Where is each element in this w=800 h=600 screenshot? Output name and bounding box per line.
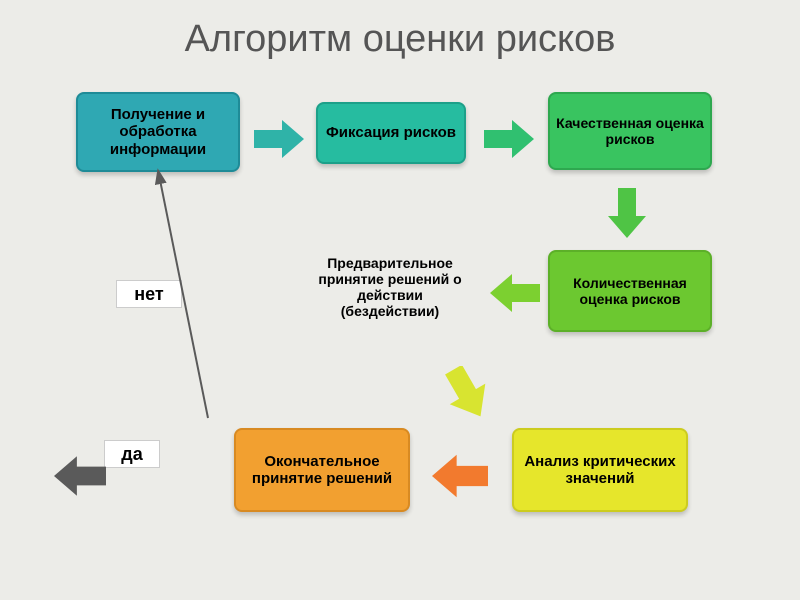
node-label: Фиксация рисков — [326, 124, 456, 141]
node-label: Количественная оценка рисков — [556, 275, 704, 307]
arrow-a67 — [432, 454, 488, 503]
arrow-a7out — [54, 456, 106, 501]
node-label: Качественная оценка рисков — [556, 115, 704, 147]
node-final-decision: Окончательное принятие решений — [234, 428, 410, 512]
node-label: Получение и обработка информации — [84, 106, 232, 158]
node-qualitative: Качественная оценка рисков — [548, 92, 712, 170]
node-fix-risks: Фиксация рисков — [316, 102, 466, 164]
page-title: Алгоритм оценки рисков — [0, 0, 800, 61]
node-label: Окончательное принятие решений — [242, 453, 402, 488]
node-quantitative: Количественная оценка рисков — [548, 250, 712, 332]
arrow-a12 — [254, 120, 304, 163]
arrow-a34 — [608, 188, 646, 243]
arrow-a23 — [484, 120, 534, 163]
node-get-info: Получение и обработка информации — [76, 92, 240, 172]
arrow-a45 — [490, 274, 540, 317]
node-label: Анализ критических значений — [520, 453, 680, 488]
node-preliminary-decision: Предварительное принятие решений о дейст… — [302, 222, 478, 352]
arrow-a56 — [440, 366, 494, 425]
label-text: нет — [134, 284, 163, 305]
label-no: нет — [116, 280, 182, 308]
node-label: Предварительное принятие решений о дейст… — [308, 255, 472, 319]
label-text: да — [121, 444, 142, 465]
node-critical-analysis: Анализ критических значений — [512, 428, 688, 512]
label-yes: да — [104, 440, 160, 468]
